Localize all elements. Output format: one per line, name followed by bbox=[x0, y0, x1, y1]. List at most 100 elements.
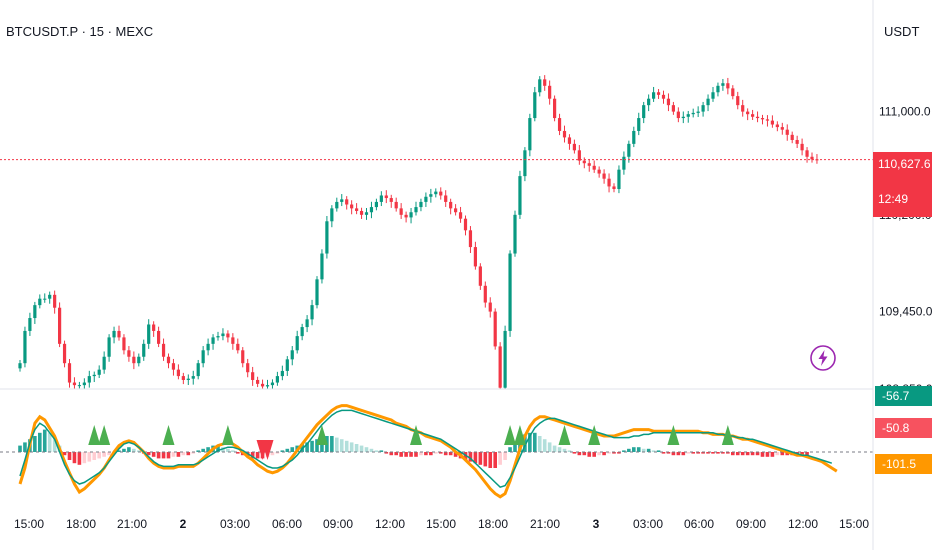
candle-body bbox=[38, 298, 42, 306]
candle-body bbox=[478, 266, 482, 286]
histogram-bar bbox=[349, 442, 354, 452]
candle-body bbox=[379, 195, 383, 202]
histogram-bar bbox=[206, 447, 210, 452]
candle-body bbox=[454, 208, 458, 213]
histogram-bar bbox=[414, 452, 418, 457]
histogram-bar bbox=[354, 444, 359, 452]
histogram-bar bbox=[364, 447, 369, 452]
histogram-bar bbox=[77, 452, 82, 465]
currency-label[interactable]: USDT bbox=[884, 24, 920, 39]
candle-body bbox=[28, 318, 32, 331]
candle-body bbox=[528, 118, 532, 151]
histogram-bar bbox=[97, 452, 101, 459]
histogram-bar bbox=[181, 452, 186, 456]
histogram-bar bbox=[429, 452, 433, 456]
histogram-bar bbox=[513, 442, 517, 452]
candle-body bbox=[399, 208, 403, 215]
buy-arrow-icon bbox=[721, 425, 734, 445]
histogram-bar bbox=[577, 452, 582, 456]
candle-body bbox=[305, 319, 309, 328]
candle-body bbox=[295, 336, 299, 351]
symbol-title[interactable]: BTCUSDT.P · 15 · MEXC bbox=[6, 24, 154, 39]
signal-value-badge: -101.5 bbox=[875, 454, 932, 474]
candle-body bbox=[731, 88, 735, 97]
candle-body bbox=[58, 307, 62, 344]
candle-body bbox=[335, 201, 339, 209]
histogram-bar bbox=[166, 452, 171, 459]
candle-body bbox=[696, 111, 700, 113]
candle-body bbox=[374, 201, 378, 208]
x-tick-label: 09:00 bbox=[323, 517, 353, 531]
histogram-value: -50.8 bbox=[882, 421, 910, 435]
candle-body bbox=[597, 169, 601, 174]
histogram-bar bbox=[612, 452, 616, 454]
bar-countdown: 12:49 bbox=[878, 192, 909, 206]
histogram-bar bbox=[23, 442, 27, 452]
candle-body bbox=[191, 376, 195, 379]
flash-icon[interactable] bbox=[809, 344, 837, 372]
candle-body bbox=[147, 324, 151, 344]
signal-arrows bbox=[88, 425, 734, 460]
x-tick-label: 15:00 bbox=[426, 517, 456, 531]
candle-body bbox=[493, 311, 497, 347]
candle-body bbox=[325, 221, 329, 254]
candle-body bbox=[716, 85, 720, 93]
histogram-bar bbox=[419, 452, 423, 456]
histogram-bar bbox=[33, 436, 37, 452]
histogram-bar bbox=[394, 452, 398, 456]
candle-body bbox=[260, 383, 265, 387]
time-axis[interactable]: 15:00 18:00 21:00 2 03:00 06:00 09:00 12:00 15:0… bbox=[14, 517, 869, 531]
current-price-value: 110,627.6 bbox=[878, 157, 931, 171]
candle-body bbox=[627, 143, 631, 157]
candle-body bbox=[270, 382, 275, 386]
candle-body bbox=[642, 105, 646, 119]
candle-body bbox=[132, 356, 136, 364]
buy-arrow-icon bbox=[410, 425, 422, 445]
candle-body bbox=[726, 83, 730, 89]
x-tick-label: 3 bbox=[593, 517, 600, 531]
histogram-bar bbox=[399, 452, 403, 457]
candle-body bbox=[444, 195, 448, 202]
histogram-bar bbox=[483, 452, 488, 467]
candle-body bbox=[661, 94, 666, 99]
candle-body bbox=[285, 359, 289, 371]
candle-body bbox=[231, 337, 235, 344]
histogram-bar bbox=[468, 452, 473, 462]
candle-body bbox=[607, 178, 611, 187]
candle-body bbox=[572, 143, 576, 151]
candle-body bbox=[562, 130, 567, 138]
histogram-bar bbox=[617, 452, 621, 454]
candle-body bbox=[97, 369, 101, 375]
macd-value-badge: -56.7 bbox=[875, 386, 932, 406]
x-tick-label: 06:00 bbox=[272, 517, 302, 531]
candle-body bbox=[171, 363, 176, 370]
histogram-bar bbox=[498, 452, 502, 465]
candle-body bbox=[795, 139, 799, 144]
candle-body bbox=[275, 376, 279, 383]
macd-value: -56.7 bbox=[882, 389, 910, 403]
histogram-bar bbox=[726, 452, 730, 454]
histogram-bar bbox=[270, 452, 275, 456]
histogram-bar bbox=[122, 448, 126, 452]
candle-body bbox=[161, 343, 166, 357]
histogram-bar bbox=[146, 452, 151, 456]
histogram-bar bbox=[488, 452, 493, 468]
histogram-bar bbox=[552, 445, 557, 452]
candle-body bbox=[251, 372, 255, 380]
candle-body bbox=[736, 96, 740, 106]
candle-body bbox=[364, 212, 369, 215]
candle-body bbox=[340, 199, 344, 202]
candle-body bbox=[181, 376, 185, 380]
candle-body bbox=[468, 230, 473, 248]
histogram-bar bbox=[582, 452, 587, 456]
candle-body bbox=[236, 343, 240, 351]
candle-body bbox=[805, 150, 809, 157]
candle-body bbox=[711, 92, 715, 99]
histogram-bar bbox=[478, 452, 483, 465]
candle-body bbox=[142, 343, 146, 357]
histogram-bar bbox=[533, 432, 537, 452]
histogram-bar bbox=[117, 450, 121, 452]
x-tick-label: 03:00 bbox=[220, 517, 250, 531]
